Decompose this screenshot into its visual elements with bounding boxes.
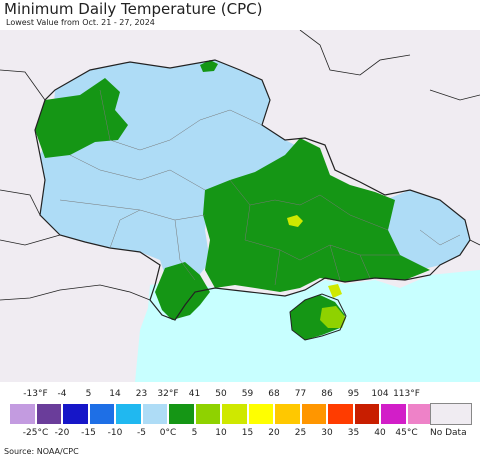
legend-tick-label: 10 xyxy=(215,428,227,438)
legend-swatch xyxy=(327,403,354,425)
legend-swatch xyxy=(35,403,62,425)
legend-swatch xyxy=(221,403,248,425)
map-subtitle: Lowest Value from Oct. 21 - 27, 2024 xyxy=(6,18,155,27)
legend-tick-label: 20 xyxy=(268,428,280,438)
legend-fahrenheit-labels: -13°F -4 5 14 23 32°F 41 50 59 68 77 86 95 104 113°F xyxy=(0,389,480,401)
legend-tick-label: 40 xyxy=(374,428,386,438)
temperature-map xyxy=(0,30,480,382)
legend-tick-label: -15 xyxy=(81,428,96,438)
legend-no-data-swatch xyxy=(430,403,472,425)
legend-tick-label: 77 xyxy=(294,389,307,399)
yellowgreen-spot-central xyxy=(287,215,303,227)
legend-tick-label: 5 xyxy=(85,389,92,399)
legend-tick-label: 50 xyxy=(215,389,227,399)
legend-swatch xyxy=(141,403,168,425)
green-region-odesa xyxy=(155,262,210,320)
green-region-northwest xyxy=(35,78,128,158)
legend-tick-label: 0°C xyxy=(159,428,177,438)
legend-tick-label: 41 xyxy=(188,389,201,399)
map-title: Minimum Daily Temperature (CPC) xyxy=(4,0,263,18)
source-credit: Source: NOAA/CPC xyxy=(4,447,79,456)
legend-swatch xyxy=(168,403,195,425)
legend-swatch xyxy=(9,403,36,425)
legend-tick-label: 5 xyxy=(191,428,198,438)
legend-tick-label: 86 xyxy=(321,389,333,399)
legend-celsius-labels: -25°C -20 -15 -10 -5 0°C 5 10 15 20 25 30 35 40 45°C xyxy=(0,428,480,440)
legend-swatch xyxy=(88,403,115,425)
legend-swatch xyxy=(380,403,407,425)
legend-tick-label: 95 xyxy=(347,389,360,399)
legend-tick-label: 30 xyxy=(321,428,333,438)
legend-swatch xyxy=(300,403,327,425)
legend-swatch xyxy=(62,403,89,425)
legend-swatch xyxy=(194,403,221,425)
lime-region-kerch xyxy=(328,284,342,298)
legend-swatch xyxy=(353,403,380,425)
legend-swatch xyxy=(247,403,274,425)
legend-tick-label: 35 xyxy=(347,428,360,438)
admin-boundaries xyxy=(59,89,461,286)
neighbor-country-borders xyxy=(0,30,480,301)
legend-color-bar xyxy=(9,403,433,425)
legend-tick-label: -4 xyxy=(57,389,67,399)
green-region-central-east xyxy=(203,138,430,292)
legend-tick-label: 113°F xyxy=(393,389,420,399)
legend-swatch xyxy=(115,403,142,425)
legend-no-data-label: No Data xyxy=(430,428,467,438)
legend-swatch xyxy=(274,403,301,425)
legend-tick-label: 25 xyxy=(294,428,307,438)
legend-tick-label: -20 xyxy=(54,428,70,438)
cool-region-east-ukraine xyxy=(385,190,470,270)
ukraine-border xyxy=(34,59,471,321)
legend-tick-label: 59 xyxy=(241,389,254,399)
crimea-border xyxy=(289,293,347,341)
legend-tick-label: -13°F xyxy=(23,389,48,399)
legend-tick-label: 23 xyxy=(135,389,148,399)
lime-region-crimea-south xyxy=(320,306,346,328)
legend-tick-label: -25°C xyxy=(22,428,49,438)
legend-tick-label: 32°F xyxy=(157,389,179,399)
green-spot-north xyxy=(200,60,218,72)
legend-tick-label: 68 xyxy=(268,389,280,399)
legend-tick-label: 14 xyxy=(109,389,121,399)
legend-tick-label: -10 xyxy=(107,428,123,438)
legend-tick-label: 45°C xyxy=(395,428,418,438)
legend-tick-label: 15 xyxy=(241,428,254,438)
legend-tick-label: -5 xyxy=(137,428,146,438)
legend-tick-label: 104 xyxy=(371,389,389,399)
green-region-crimea xyxy=(290,295,345,340)
